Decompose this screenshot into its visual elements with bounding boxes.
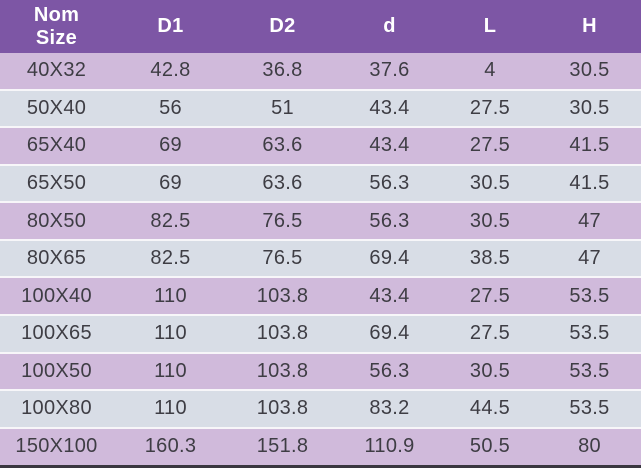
cell-d: 43.4 [337,128,442,166]
cell-d2: 36.8 [228,53,337,91]
table-row: 100X65 110 103.8 69.4 27.5 53.5 [0,316,641,354]
cell-h: 53.5 [538,391,641,429]
cell-h: 80 [538,428,641,468]
cell-l: 27.5 [442,90,538,129]
cell-d2: 76.5 [228,203,337,241]
cell-nom-size: 80X50 [0,203,113,241]
cell-d2: 76.5 [228,240,337,279]
cell-l: 27.5 [442,278,538,317]
header-row: Nom Size D1 D2 d L H [0,0,641,53]
cell-d1: 110 [113,316,228,354]
cell-d: 56.3 [337,353,442,392]
table-row: 80X50 82.5 76.5 56.3 30.5 47 [0,203,641,241]
cell-d2: 103.8 [228,316,337,354]
cell-d1: 110 [113,353,228,392]
column-header-d2: D2 [228,0,337,53]
column-header-d1: D1 [113,0,228,53]
cell-d2: 63.6 [228,128,337,166]
cell-h: 41.5 [538,128,641,166]
cell-d1: 82.5 [113,240,228,279]
cell-d2: 63.6 [228,165,337,204]
cell-d: 69.4 [337,316,442,354]
cell-l: 30.5 [442,203,538,241]
column-header-d: d [337,0,442,53]
cell-d2: 103.8 [228,391,337,429]
cell-nom-size: 100X80 [0,391,113,429]
cell-d1: 110 [113,391,228,429]
cell-d1: 160.3 [113,428,228,468]
cell-d1: 56 [113,90,228,129]
table-row: 150X100 160.3 151.8 110.9 50.5 80 [0,428,641,468]
cell-h: 30.5 [538,90,641,129]
cell-l: 38.5 [442,240,538,279]
cell-d2: 151.8 [228,428,337,468]
table-row: 80X65 82.5 76.5 69.4 38.5 47 [0,240,641,279]
cell-d1: 69 [113,165,228,204]
cell-h: 53.5 [538,278,641,317]
table-row: 100X50 110 103.8 56.3 30.5 53.5 [0,353,641,392]
cell-h: 47 [538,203,641,241]
cell-nom-size: 50X40 [0,90,113,129]
cell-h: 41.5 [538,165,641,204]
cell-l: 30.5 [442,353,538,392]
cell-nom-size: 100X50 [0,353,113,392]
cell-d: 110.9 [337,428,442,468]
table-header: Nom Size D1 D2 d L H [0,0,641,53]
cell-d1: 42.8 [113,53,228,91]
cell-nom-size: 100X40 [0,278,113,317]
cell-h: 53.5 [538,353,641,392]
cell-d2: 103.8 [228,353,337,392]
column-header-h: H [538,0,641,53]
cell-d2: 103.8 [228,278,337,317]
cell-nom-size: 80X65 [0,240,113,279]
cell-d1: 69 [113,128,228,166]
cell-l: 30.5 [442,165,538,204]
cell-nom-size: 40X32 [0,53,113,91]
table-row: 65X50 69 63.6 56.3 30.5 41.5 [0,165,641,204]
column-header-nom-size: Nom Size [0,0,113,53]
cell-d: 43.4 [337,90,442,129]
cell-nom-size: 100X65 [0,316,113,354]
cell-d: 43.4 [337,278,442,317]
cell-d1: 110 [113,278,228,317]
cell-nom-size: 65X40 [0,128,113,166]
cell-d: 56.3 [337,165,442,204]
cell-d1: 82.5 [113,203,228,241]
cell-h: 30.5 [538,53,641,91]
cell-d: 83.2 [337,391,442,429]
cell-d2: 51 [228,90,337,129]
cell-d: 69.4 [337,240,442,279]
cell-d: 56.3 [337,203,442,241]
table-row: 100X80 110 103.8 83.2 44.5 53.5 [0,391,641,429]
table-row: 65X40 69 63.6 43.4 27.5 41.5 [0,128,641,166]
cell-d: 37.6 [337,53,442,91]
table-body: 40X32 42.8 36.8 37.6 4 30.5 50X40 56 51 43.4 27.5 3… [0,53,641,468]
cell-l: 27.5 [442,316,538,354]
cell-nom-size: 150X100 [0,428,113,468]
cell-l: 44.5 [442,391,538,429]
column-header-l: L [442,0,538,53]
table-row: 50X40 56 51 43.4 27.5 30.5 [0,90,641,129]
cell-l: 27.5 [442,128,538,166]
cell-nom-size: 65X50 [0,165,113,204]
cell-l: 4 [442,53,538,91]
cell-h: 47 [538,240,641,279]
cell-h: 53.5 [538,316,641,354]
cell-l: 50.5 [442,428,538,468]
table-row: 40X32 42.8 36.8 37.6 4 30.5 [0,53,641,91]
table-row: 100X40 110 103.8 43.4 27.5 53.5 [0,278,641,317]
